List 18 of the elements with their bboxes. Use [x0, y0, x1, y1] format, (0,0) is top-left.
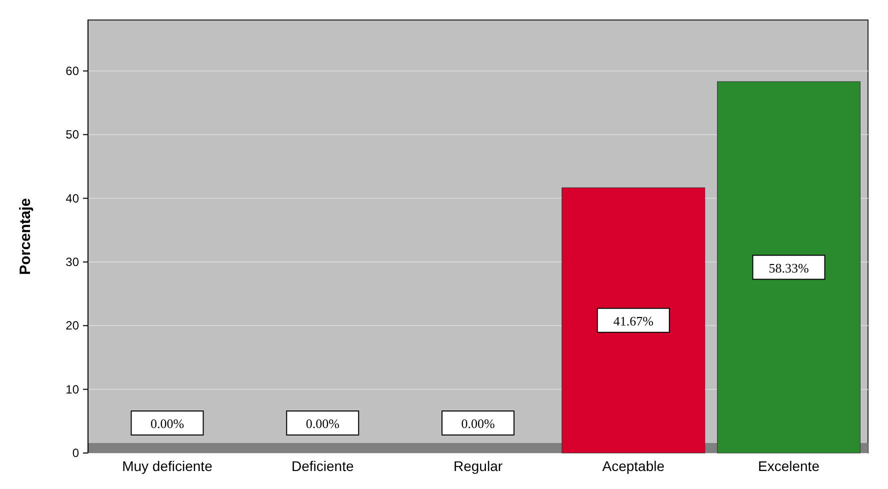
y-tick-label: 10	[66, 382, 80, 396]
y-tick-label: 30	[66, 254, 80, 269]
x-tick-label: Muy deficiente	[122, 458, 213, 474]
data-label: 0.00%	[150, 416, 184, 431]
y-tick-label: 40	[66, 191, 80, 206]
y-tick-label: 60	[66, 64, 80, 78]
data-label: 0.00%	[306, 416, 340, 431]
x-tick-label: Aceptable	[602, 458, 665, 474]
y-tick-label: 0	[72, 446, 80, 460]
data-label: 41.67%	[613, 313, 654, 328]
data-label: 0.00%	[461, 416, 495, 431]
x-tick-label: Excelente	[758, 458, 820, 474]
y-tick-label: 20	[66, 318, 80, 333]
y-tick-label: 50	[66, 128, 80, 142]
x-tick-label: Deficiente	[291, 458, 354, 474]
x-tick-label: Regular	[453, 458, 503, 474]
y-axis-title: Porcentaje	[17, 198, 34, 275]
data-label: 58.33%	[768, 260, 809, 276]
